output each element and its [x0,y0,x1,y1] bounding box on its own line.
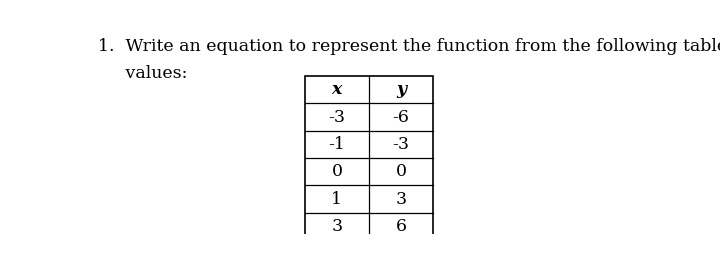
Text: 0: 0 [395,163,407,180]
Text: y: y [396,81,406,98]
Text: 3: 3 [395,191,407,208]
Text: 1: 1 [331,191,343,208]
Text: 1.  Write an equation to represent the function from the following table of: 1. Write an equation to represent the fu… [99,38,720,55]
Text: 6: 6 [395,218,407,235]
Text: 3: 3 [331,218,343,235]
Text: x: x [332,81,342,98]
Text: -1: -1 [328,136,346,153]
Text: values:: values: [99,38,188,82]
Text: -6: -6 [392,109,410,126]
Text: -3: -3 [328,109,346,126]
Text: 0: 0 [331,163,343,180]
Text: -3: -3 [392,136,410,153]
